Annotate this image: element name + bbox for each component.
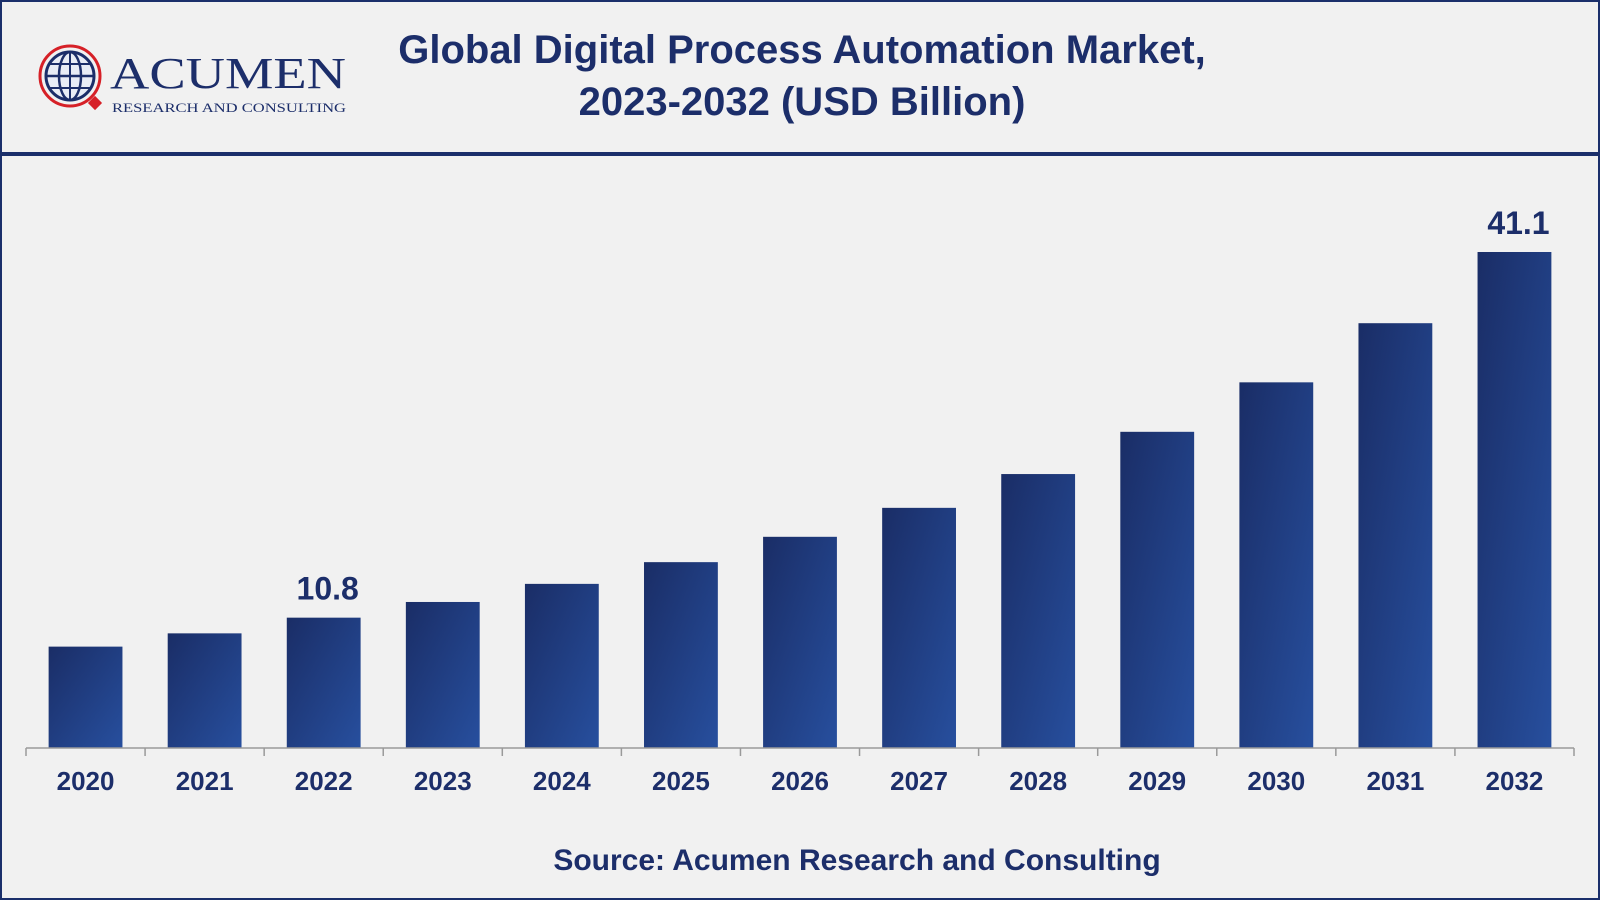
x-axis-labels: 2020 2021 2022 2023 2024 2025 2026 2027 2028 2029… <box>57 766 1544 796</box>
bar-group <box>48 252 1552 748</box>
bar-2028 <box>1001 474 1076 748</box>
logo-tagline: RESEARCH AND CONSULTING <box>112 100 346 115</box>
bar-2026 <box>763 536 837 748</box>
data-label-2032: 41.1 <box>1487 205 1549 241</box>
bar-2025 <box>644 562 718 748</box>
x-tick-label-2021: 2021 <box>176 766 234 796</box>
x-tick-label-2022: 2022 <box>295 766 353 796</box>
x-tick-label-2028: 2028 <box>1009 766 1067 796</box>
x-tick-label-2020: 2020 <box>57 766 115 796</box>
chart-title-line2: 2023-2032 (USD Billion) <box>578 80 1026 124</box>
chart-title: Global Digital Process Automation Market… <box>332 24 1272 128</box>
bar-2027 <box>882 507 956 748</box>
chart-title-line1: Global Digital Process Automation Market… <box>398 28 1206 72</box>
bar-2024 <box>524 583 599 748</box>
bar-chart: 2020 2021 2022 2023 2024 2025 2026 2027 2028 2029… <box>25 205 1575 796</box>
globe-icon <box>38 44 103 111</box>
logo-name: ACUMEN <box>110 49 346 98</box>
bar-2022 <box>286 617 361 748</box>
data-label-2022: 10.8 <box>297 571 359 607</box>
x-tick-label-2032: 2032 <box>1486 766 1544 796</box>
bar-2032 <box>1477 252 1552 748</box>
bar-2020 <box>48 646 123 748</box>
x-tick-label-2026: 2026 <box>771 766 829 796</box>
bar-2023 <box>405 601 480 748</box>
bar-2031 <box>1358 323 1433 748</box>
data-labels: 10.8 41.1 <box>297 205 1550 607</box>
x-tick-label-2031: 2031 <box>1366 766 1424 796</box>
x-tick-label-2030: 2030 <box>1247 766 1305 796</box>
x-tick-label-2027: 2027 <box>890 766 948 796</box>
bar-2021 <box>167 633 242 748</box>
source-note: Source: Acumen Research and Consulting <box>553 844 1161 877</box>
x-tick-label-2024: 2024 <box>533 766 591 796</box>
x-tick-label-2029: 2029 <box>1128 766 1186 796</box>
x-axis-ticks <box>25 748 1575 756</box>
x-tick-label-2025: 2025 <box>652 766 710 796</box>
bar-2029 <box>1120 431 1195 748</box>
header: ACUMEN RESEARCH AND CONSULTING Global Di… <box>2 2 1598 156</box>
acumen-logo: ACUMEN RESEARCH AND CONSULTING <box>38 44 346 115</box>
bar-2030 <box>1239 382 1314 748</box>
x-tick-label-2023: 2023 <box>414 766 472 796</box>
